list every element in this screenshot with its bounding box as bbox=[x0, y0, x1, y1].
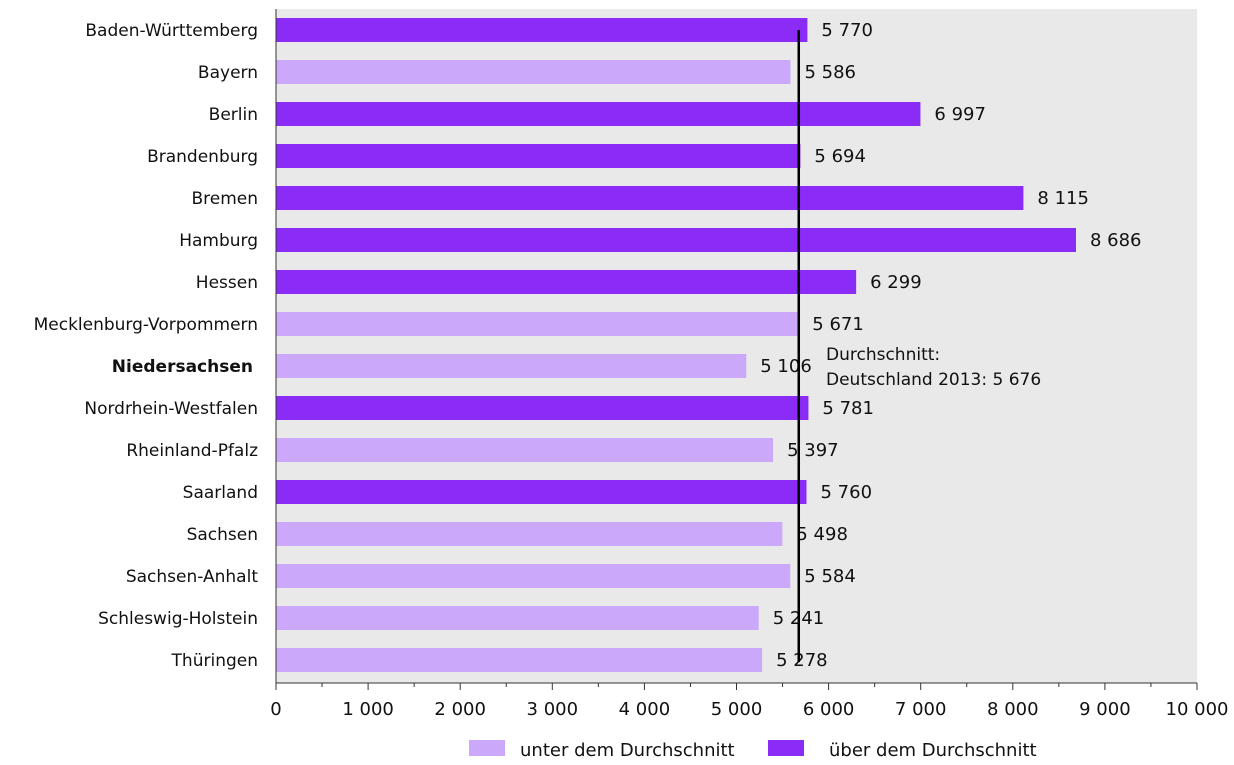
category-label: Baden-Württemberg bbox=[85, 21, 258, 41]
data-label: 6 299 bbox=[870, 272, 922, 293]
data-label: 5 694 bbox=[814, 146, 866, 167]
x-tick-label: 9 000 bbox=[1079, 699, 1131, 720]
bar bbox=[276, 396, 809, 420]
bar bbox=[276, 144, 801, 168]
average-label-line2: Deutschland 2013: 5 676 bbox=[826, 370, 1041, 390]
data-label: 5 760 bbox=[820, 482, 872, 503]
bar bbox=[276, 228, 1076, 252]
average-label-line1: Durchschnitt: bbox=[826, 345, 940, 365]
x-tick-label: 2 000 bbox=[434, 699, 486, 720]
category-label: Schleswig-Holstein bbox=[98, 609, 258, 629]
category-label: Niedersachsen bbox=[112, 357, 253, 377]
bar bbox=[276, 480, 807, 504]
category-label: Hessen bbox=[196, 273, 258, 293]
data-label: 5 781 bbox=[822, 398, 874, 419]
category-label: Thüringen bbox=[171, 651, 258, 671]
legend-label-below: unter dem Durchschnitt bbox=[520, 740, 735, 761]
category-label: Berlin bbox=[209, 105, 258, 125]
x-tick-label: 10 000 bbox=[1166, 699, 1229, 720]
data-label: 5 106 bbox=[760, 356, 812, 377]
category-label: Sachsen-Anhalt bbox=[126, 567, 258, 587]
x-tick-label: 3 000 bbox=[527, 699, 579, 720]
data-label: 5 770 bbox=[821, 20, 873, 41]
x-tick-label: 5 000 bbox=[711, 699, 763, 720]
category-label: Sachsen bbox=[187, 525, 258, 545]
category-label: Nordrhein-Westfalen bbox=[84, 399, 258, 419]
category-label: Bayern bbox=[198, 63, 258, 83]
category-label: Saarland bbox=[183, 483, 258, 503]
data-label: 5 586 bbox=[804, 62, 856, 83]
data-label: 6 997 bbox=[934, 104, 986, 125]
category-label: Mecklenburg-Vorpommern bbox=[34, 315, 258, 335]
data-label: 5 498 bbox=[796, 524, 848, 545]
data-label: 5 671 bbox=[812, 314, 864, 335]
legend-swatch-below bbox=[469, 740, 505, 756]
bar bbox=[276, 18, 808, 42]
data-label: 5 397 bbox=[787, 440, 839, 461]
bar bbox=[276, 606, 759, 630]
bar bbox=[276, 648, 763, 672]
bar bbox=[276, 564, 791, 588]
x-tick-label: 4 000 bbox=[619, 699, 671, 720]
x-tick-label: 1 000 bbox=[342, 699, 394, 720]
bar bbox=[276, 438, 774, 462]
bar bbox=[276, 312, 799, 336]
x-tick-label: 8 000 bbox=[987, 699, 1039, 720]
category-label: Bremen bbox=[191, 189, 258, 209]
x-tick-label: 6 000 bbox=[803, 699, 855, 720]
category-label: Rheinland-Pfalz bbox=[126, 441, 258, 461]
legend-label-above: über dem Durchschnitt bbox=[829, 740, 1037, 761]
x-tick-label: 7 000 bbox=[895, 699, 947, 720]
bar bbox=[276, 186, 1024, 210]
x-tick-label: 0 bbox=[270, 699, 281, 720]
bar bbox=[276, 354, 747, 378]
bar bbox=[276, 522, 783, 546]
data-label: 8 686 bbox=[1090, 230, 1142, 251]
legend-swatch-above bbox=[768, 740, 804, 756]
data-label: 5 584 bbox=[804, 566, 856, 587]
bar bbox=[276, 60, 791, 84]
bar bbox=[276, 102, 921, 126]
category-label: Brandenburg bbox=[147, 147, 258, 167]
data-label: 5 278 bbox=[776, 650, 828, 671]
bar bbox=[276, 270, 857, 294]
data-label: 8 115 bbox=[1037, 188, 1089, 209]
category-label: Hamburg bbox=[179, 231, 258, 251]
